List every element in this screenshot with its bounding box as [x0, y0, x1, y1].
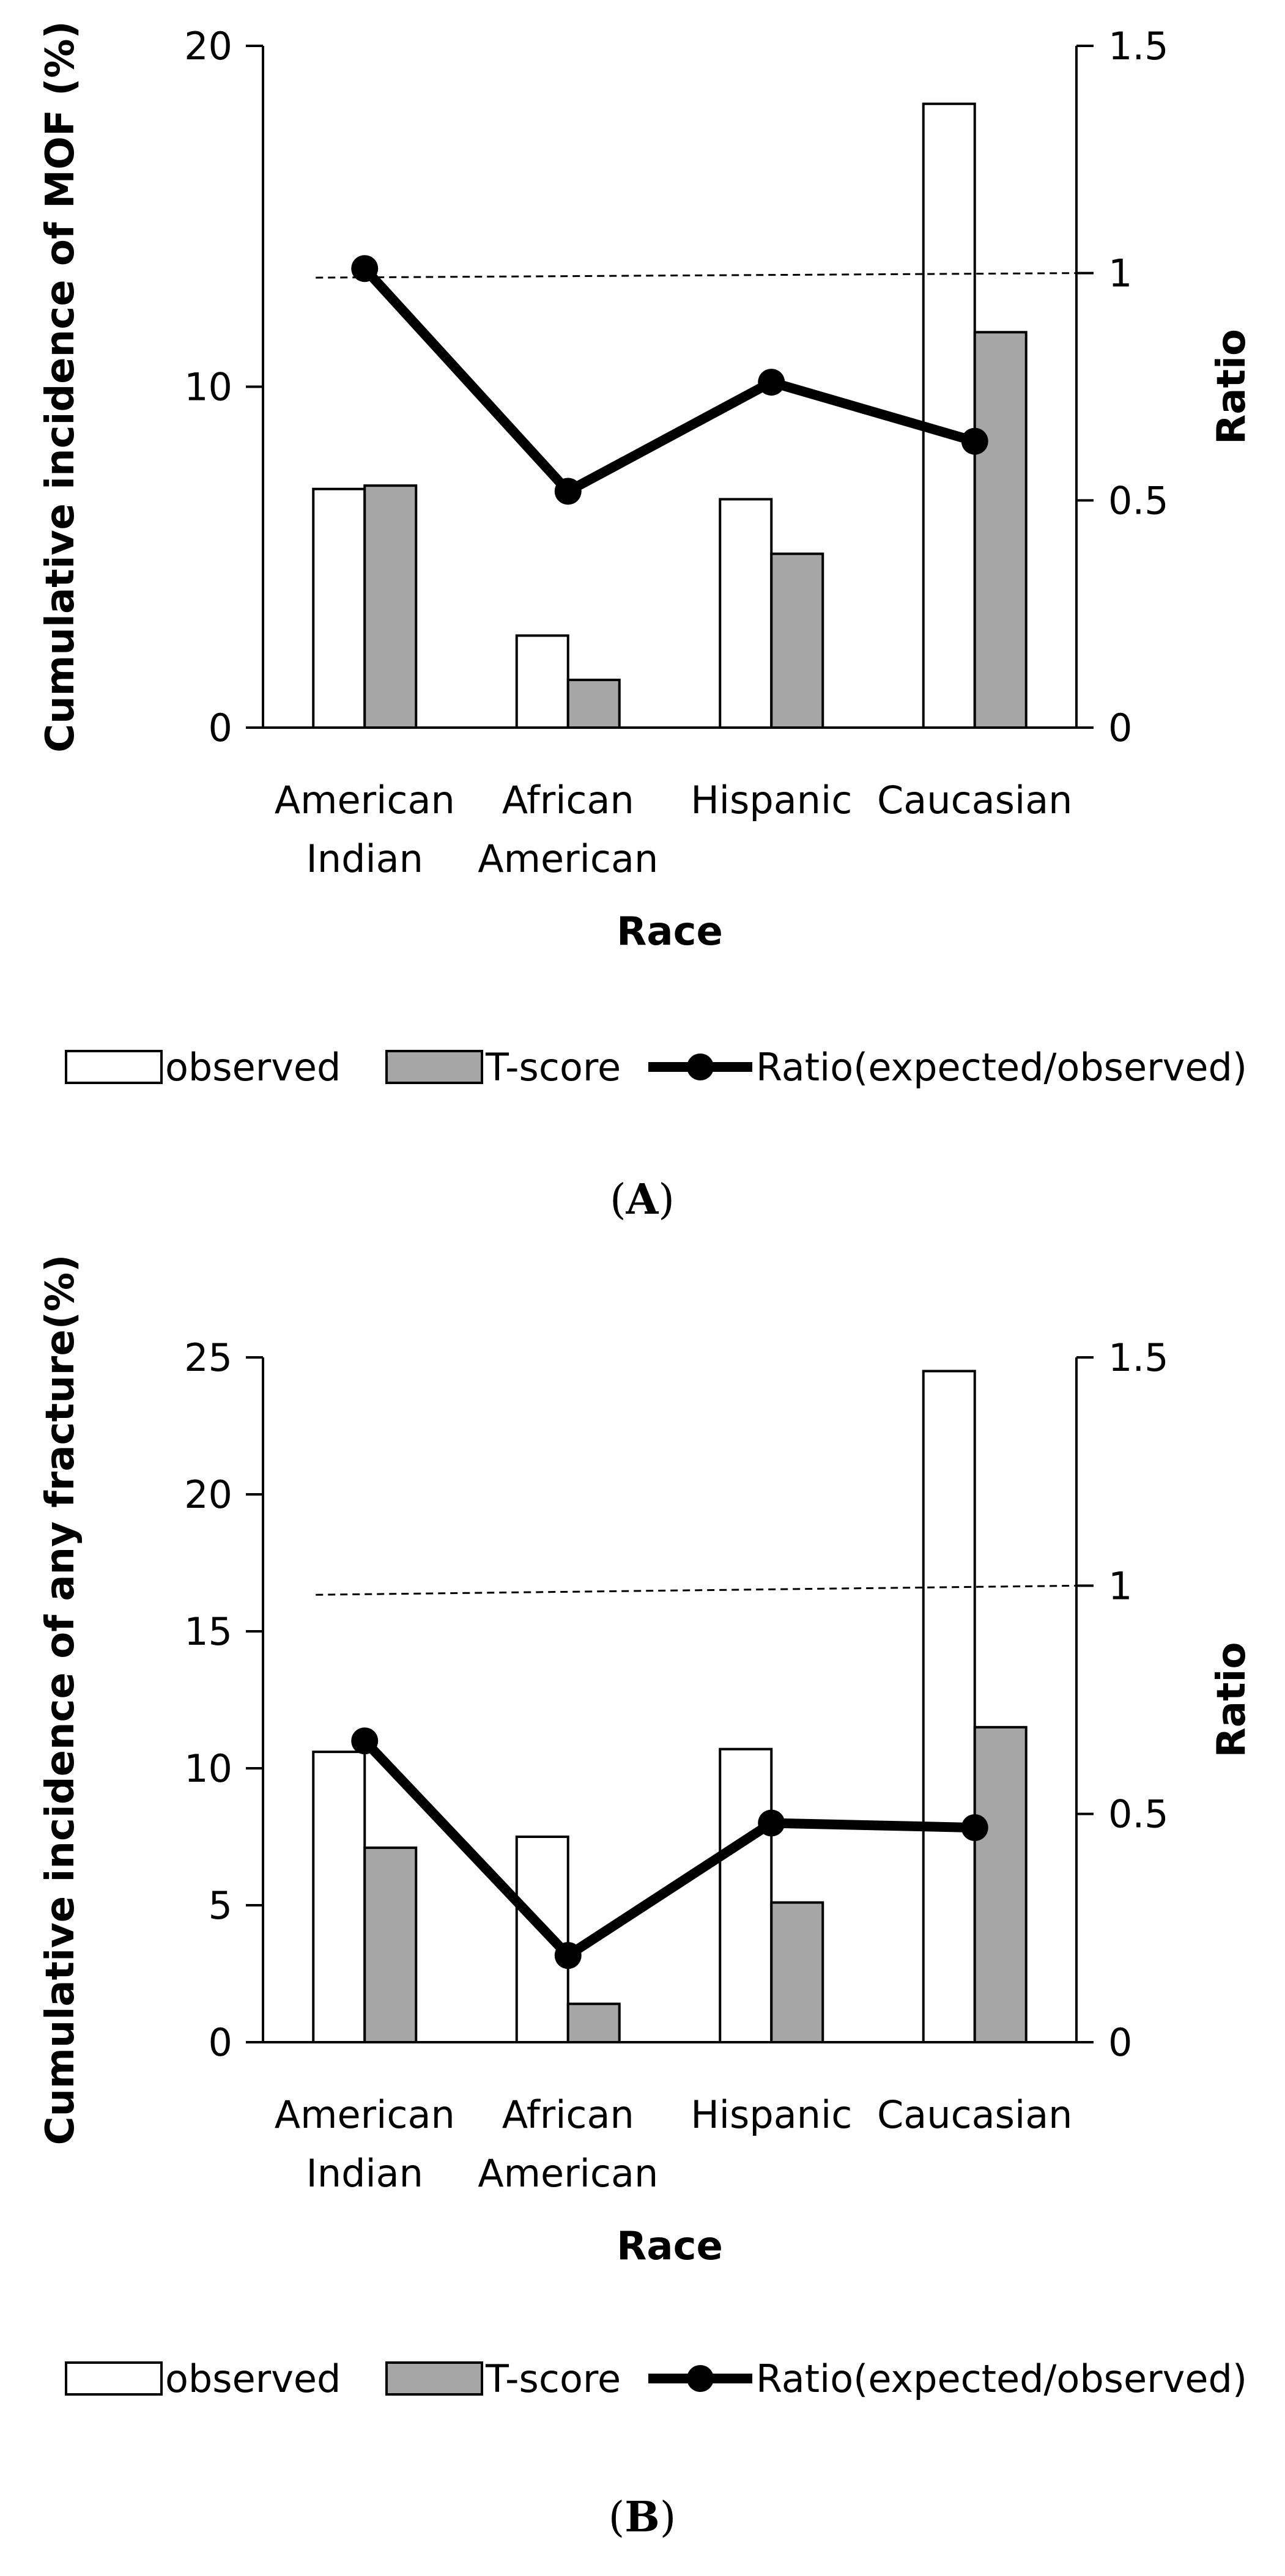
- legend-observed-swatch: [65, 2361, 163, 2396]
- y-axis-title: Cumulative incidence of any fracture(%): [38, 1255, 83, 2146]
- y-tick-label: 0: [209, 706, 232, 750]
- y2-tick-label: 0: [1108, 2020, 1132, 2065]
- y-tick-label: 10: [184, 1746, 232, 1791]
- bar-observed: [312, 1751, 366, 2044]
- x-tick-label: Hispanic: [691, 2092, 852, 2137]
- bar-observed: [922, 102, 976, 729]
- bar-tscore: [770, 1901, 824, 2044]
- y-tick-label: 5: [209, 1883, 232, 1928]
- y2-tick-label: 1: [1108, 251, 1132, 296]
- x-tick-label: African: [502, 778, 634, 822]
- bar-observed: [515, 634, 569, 729]
- x-tick-label: Hispanic: [691, 778, 852, 822]
- x-tick-label: American: [478, 836, 658, 881]
- panel-label-close: ): [658, 1176, 675, 1224]
- y2-axis-title: Ratio: [1209, 329, 1254, 445]
- bar-observed: [719, 1747, 773, 2043]
- legend-tscore-label: T-score: [485, 1045, 621, 1090]
- bar-tscore: [566, 678, 621, 729]
- y-tick-label: 25: [184, 1335, 232, 1380]
- panel-label-open: (: [610, 1176, 626, 1224]
- y-axis-title: Cumulative incidence of MOF (%): [38, 21, 83, 752]
- bar-tscore: [363, 484, 418, 729]
- x-tick-label: Indian: [306, 836, 423, 881]
- legend-ratio-marker: [687, 1054, 714, 1080]
- bar-observed: [312, 487, 366, 729]
- x-tick-label: American: [275, 2092, 455, 2137]
- panel-label-letter: A: [626, 1175, 659, 1224]
- legend-ratio-label: Ratio(expected/observed): [756, 1045, 1247, 1090]
- panel-label: (B): [609, 2493, 676, 2542]
- panel-label-letter: B: [624, 2493, 659, 2542]
- y-tick-label: 10: [184, 365, 232, 410]
- y2-tick-label: 0.5: [1108, 1792, 1169, 1837]
- legend-tscore-swatch: [385, 1050, 483, 1084]
- ratio-point: [554, 478, 582, 505]
- ratio-point: [961, 1814, 988, 1842]
- y2-tick-label: 1: [1108, 1563, 1132, 1608]
- ratio-line: [361, 1737, 975, 1961]
- panel-label-open: (: [609, 2493, 625, 2542]
- bar-tscore: [770, 552, 824, 729]
- bar-tscore: [363, 1846, 418, 2043]
- y-tick-label: 20: [184, 24, 232, 68]
- bar-observed: [922, 1370, 976, 2043]
- legend-ratio-marker: [687, 2365, 714, 2392]
- legend-observed-swatch: [65, 1050, 163, 1084]
- ratio-line: [361, 265, 976, 496]
- ratio-point: [351, 1727, 379, 1755]
- x-tick-label: Indian: [306, 2151, 423, 2196]
- y-tick-label: 20: [184, 1472, 232, 1517]
- legend-observed-label: observed: [165, 2356, 341, 2401]
- x-axis-title: Race: [617, 2224, 723, 2269]
- legend-ratio-label: Ratio(expected/observed): [756, 2356, 1247, 2401]
- y-tick-label: 0: [209, 2020, 232, 2065]
- reference-line: [316, 272, 1077, 279]
- y2-axis-title: Ratio: [1209, 1642, 1254, 1758]
- ratio-point: [758, 1809, 785, 1837]
- chart-panel-b: 0 5 10 15 20 25 0 0.5 1 1.5 American Indian African A…: [38, 1255, 1254, 2542]
- bar-tscore: [566, 2002, 621, 2044]
- chart-panel-a: 0 10 20 0 0.5 1 1.5 American Indian African Americ…: [38, 21, 1254, 1224]
- x-axis-title: Race: [617, 909, 723, 954]
- ratio-point: [758, 369, 785, 396]
- y-tick-label: 15: [184, 1609, 232, 1654]
- panel-label: (A): [610, 1175, 675, 1224]
- x-tick-label: Caucasian: [877, 778, 1072, 822]
- panel-label-close: ): [660, 2493, 676, 2542]
- ratio-point: [351, 255, 379, 282]
- y2-tick-label: 1.5: [1108, 1335, 1169, 1380]
- legend-tscore-label: T-score: [485, 2356, 621, 2401]
- x-tick-label: American: [275, 778, 455, 822]
- y2-tick-label: 0: [1108, 706, 1132, 750]
- ratio-point: [554, 1942, 582, 1969]
- bar-tscore: [973, 1725, 1028, 2044]
- x-tick-label: African: [502, 2092, 634, 2137]
- x-tick-label: Caucasian: [877, 2092, 1072, 2137]
- legend-observed-label: observed: [165, 1045, 341, 1090]
- legend-tscore-swatch: [385, 2361, 483, 2396]
- reference-line: [316, 1584, 1077, 1596]
- ratio-point: [961, 427, 988, 455]
- x-tick-label: American: [478, 2151, 658, 2196]
- y2-tick-label: 1.5: [1108, 24, 1169, 68]
- y2-tick-label: 0.5: [1108, 478, 1169, 523]
- bar-observed: [515, 1836, 569, 2043]
- bar-observed: [719, 498, 773, 729]
- bar-tscore: [973, 331, 1028, 729]
